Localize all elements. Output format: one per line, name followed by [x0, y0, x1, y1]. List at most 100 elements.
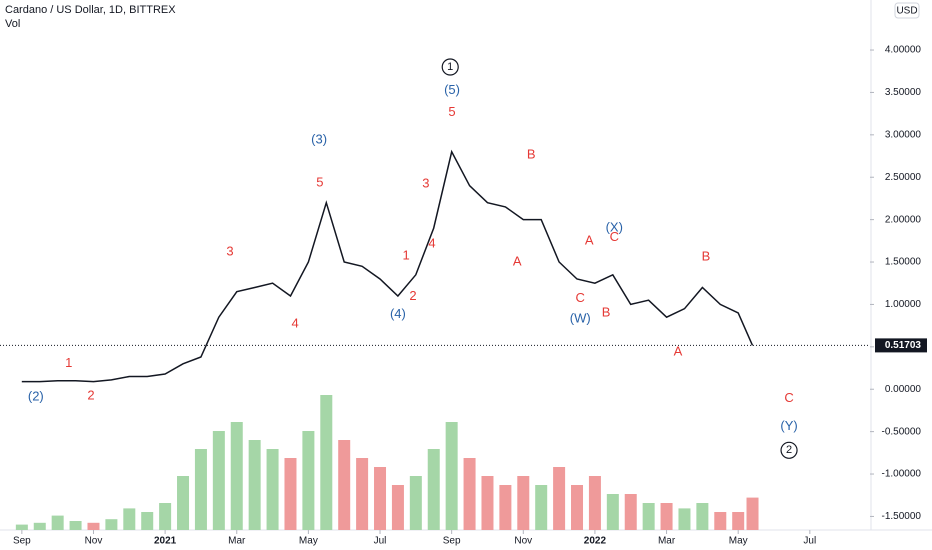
volume-bar — [571, 485, 584, 530]
volume-bar — [445, 422, 458, 530]
x-tick-label: Jul — [803, 536, 816, 547]
volume-bar — [248, 440, 261, 530]
wave-label: A — [585, 232, 594, 247]
volume-bar — [69, 521, 82, 530]
volume-bar — [266, 449, 279, 530]
wave-label: (X) — [606, 220, 623, 235]
volume-bar — [194, 449, 207, 530]
volume-label: Vol — [5, 18, 20, 30]
x-tick-label: Sep — [13, 536, 31, 547]
x-tick-label: Nov — [514, 536, 532, 547]
volume-bar — [427, 449, 440, 530]
volume-bar — [678, 508, 691, 530]
wave-label: (5) — [444, 82, 460, 97]
wave-label: 5 — [448, 104, 455, 119]
volume-bar — [177, 476, 190, 530]
x-tick-label: 2021 — [154, 536, 177, 547]
currency[interactable]: USD — [896, 6, 917, 17]
wave-label: (4) — [390, 306, 406, 321]
volume-bar — [642, 503, 655, 530]
wave-label: 4 — [292, 315, 299, 330]
y-tick-label: 0.00000 — [885, 384, 922, 395]
wave-label: B — [702, 248, 711, 263]
volume-bar — [624, 494, 637, 530]
volume-bar — [356, 458, 369, 530]
x-tick-label: May — [299, 536, 318, 547]
y-tick-label: -0.50000 — [882, 426, 922, 437]
y-tick-label: -1.50000 — [882, 511, 922, 522]
volume-bar — [714, 512, 727, 530]
y-tick-label: 1.00000 — [885, 299, 922, 310]
wave-label: B — [602, 304, 611, 319]
volume-bar — [696, 503, 709, 530]
wave-label: C — [576, 290, 585, 305]
wave-label: A — [513, 253, 522, 268]
volume-bar — [535, 485, 548, 530]
volume-bar — [320, 395, 333, 530]
volume-bar — [284, 458, 297, 530]
volume-bar — [51, 515, 64, 530]
wave-label: 2 — [87, 387, 94, 402]
y-tick-label: 2.50000 — [885, 172, 922, 183]
wave-label: 5 — [316, 175, 323, 190]
volume-bar — [15, 524, 28, 530]
wave-label: 3 — [422, 175, 429, 190]
x-tick-label: 2022 — [584, 536, 607, 547]
volume-bar — [33, 522, 46, 530]
x-tick-label: Sep — [443, 536, 461, 547]
wave-label: B — [527, 147, 536, 162]
volume-bar — [588, 476, 601, 530]
wave-label: 4 — [428, 236, 435, 251]
y-tick-label: 1.50000 — [885, 257, 922, 268]
y-tick-label: 2.00000 — [885, 214, 922, 225]
x-tick-label: Nov — [85, 536, 103, 547]
wave-label: 3 — [226, 243, 233, 258]
volume-bar — [391, 485, 404, 530]
y-tick-label: 3.50000 — [885, 87, 922, 98]
y-tick-label: 3.00000 — [885, 129, 922, 140]
wave-label: (Y) — [780, 418, 797, 433]
wave-circle — [780, 441, 798, 459]
wave-circle — [441, 58, 459, 76]
volume-bar — [553, 467, 566, 530]
x-tick-label: Jul — [374, 536, 387, 547]
y-tick-label: 4.00000 — [885, 45, 922, 56]
volume-bar — [302, 431, 315, 530]
wave-label: C — [784, 390, 793, 405]
volume-bar — [212, 431, 225, 530]
x-tick-label: May — [729, 536, 748, 547]
price-line — [21, 149, 754, 383]
volume-bar — [746, 497, 759, 530]
chart-title: Cardano / US Dollar, 1D, BITTREX — [5, 4, 176, 16]
volume-bar — [481, 476, 494, 530]
volume-bar — [159, 503, 172, 530]
volume-bar — [230, 422, 243, 530]
volume-bar — [499, 485, 512, 530]
volume-bar — [732, 512, 745, 530]
volume-bar — [123, 508, 136, 530]
wave-label: 1 — [65, 355, 72, 370]
x-tick-label: Mar — [228, 536, 246, 547]
last-price-label: 0.51703 — [885, 340, 922, 351]
wave-label: 2 — [409, 288, 416, 303]
volume-bar — [463, 458, 476, 530]
volume-bar — [517, 476, 530, 530]
wave-label: (3) — [311, 131, 327, 146]
wave-label: (2) — [28, 388, 44, 403]
wave-label: 1 — [403, 248, 410, 263]
volume-bar — [105, 519, 118, 530]
volume-bar — [660, 503, 673, 530]
last-price-box — [875, 338, 927, 353]
wave-label: 1 — [447, 61, 453, 73]
wave-label: A — [674, 343, 683, 358]
volume-bar — [409, 476, 422, 530]
wave-label: C — [610, 229, 619, 244]
wave-label: 2 — [786, 444, 792, 456]
currency-box[interactable] — [894, 2, 920, 19]
volume-bar — [374, 467, 387, 530]
y-tick-label: -1.00000 — [882, 469, 922, 480]
x-tick-label: Mar — [658, 536, 676, 547]
volume-bar — [141, 512, 154, 530]
volume-bar — [87, 522, 100, 530]
